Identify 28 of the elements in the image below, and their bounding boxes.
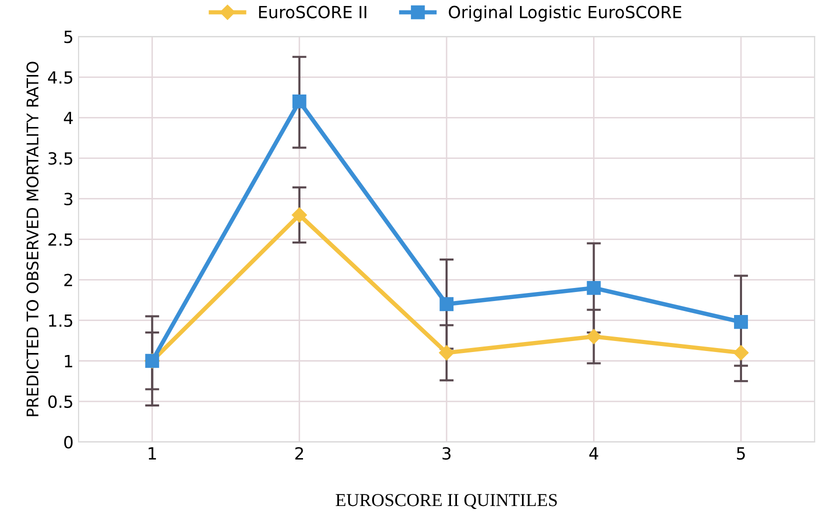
y-tick-label: 1.5 bbox=[49, 314, 72, 327]
point bbox=[439, 345, 454, 360]
legend-label: Original Logistic EuroSCORE bbox=[448, 5, 682, 22]
x-axis-title: EUROSCORE II QUINTILES bbox=[336, 494, 557, 509]
x-tick-label: 3 bbox=[442, 447, 451, 460]
x-tick-label: 4 bbox=[589, 447, 598, 460]
y-axis-title: PREDICTED TO OBSERVED MORTALITY RATIO bbox=[26, 62, 39, 416]
x-tick-label: 5 bbox=[736, 447, 745, 460]
y-tick-label: 5 bbox=[64, 30, 72, 44]
point bbox=[586, 328, 602, 344]
x-tick-label: 2 bbox=[295, 447, 304, 460]
y-tick-label: 0.5 bbox=[48, 395, 72, 408]
y-tick-label: 4 bbox=[64, 112, 73, 124]
y-tick-label: 4.5 bbox=[48, 71, 72, 84]
y-tick-label: 3 bbox=[64, 192, 72, 206]
y-tick-label: 3.5 bbox=[48, 152, 72, 165]
point bbox=[292, 207, 307, 223]
x-tick-label: 1 bbox=[148, 447, 156, 460]
point bbox=[734, 315, 748, 329]
point bbox=[440, 297, 454, 312]
y-tick-label: 1 bbox=[64, 355, 72, 368]
legend-label: EuroSCORE II bbox=[259, 6, 366, 18]
point bbox=[733, 345, 749, 360]
y-tick-label: 2 bbox=[64, 274, 72, 286]
point bbox=[586, 280, 601, 295]
y-tick-label: 0 bbox=[64, 436, 73, 449]
point bbox=[292, 94, 306, 108]
y-tick-label: 2.5 bbox=[48, 233, 72, 246]
